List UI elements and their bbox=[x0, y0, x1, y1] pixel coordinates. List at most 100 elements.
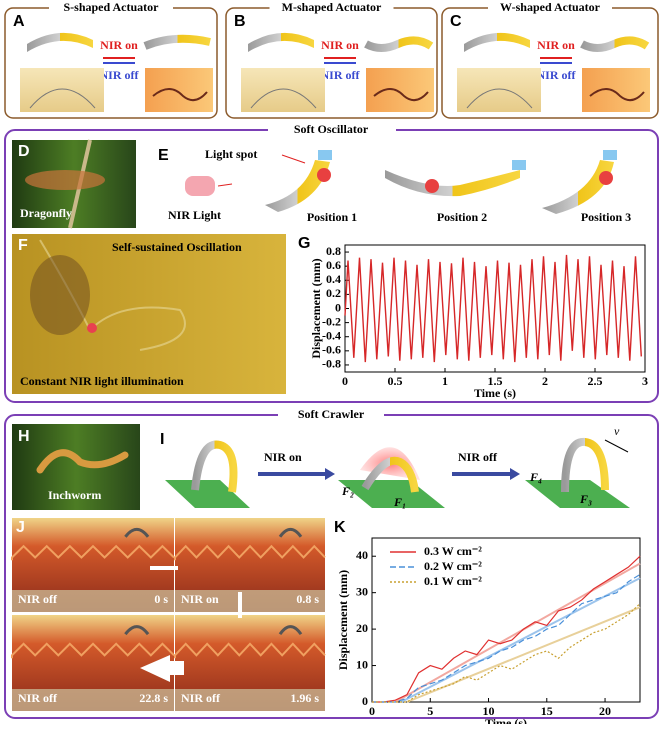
panel-title: W-shaped Actuator bbox=[500, 0, 601, 14]
photo-detail bbox=[278, 625, 303, 636]
section-title: Soft Crawler bbox=[298, 407, 365, 421]
x-axis-label: Time (s) bbox=[485, 716, 527, 724]
data-line bbox=[344, 254, 642, 363]
photo bbox=[457, 68, 541, 112]
y-tick-label: 10 bbox=[356, 657, 368, 671]
section-title: Soft Oscillator bbox=[294, 122, 369, 136]
frame-state: NIR off bbox=[18, 691, 58, 705]
arrow bbox=[170, 661, 184, 675]
y-tick-label: 0 bbox=[335, 300, 341, 314]
panel-label: I bbox=[160, 431, 164, 448]
force-label: F₁ bbox=[393, 495, 406, 509]
fit-line bbox=[394, 562, 641, 703]
photo-caption: Dragonfly bbox=[20, 206, 72, 220]
diagram-label: NIR Light bbox=[168, 208, 221, 222]
panel-label: E bbox=[158, 147, 169, 164]
nir-light bbox=[185, 176, 215, 196]
panel-label: B bbox=[234, 13, 246, 30]
x-tick-label: 2 bbox=[542, 374, 548, 388]
title-bg bbox=[488, 0, 612, 16]
inchworm-photo bbox=[12, 424, 140, 510]
title-bg bbox=[268, 122, 396, 138]
photo bbox=[366, 68, 434, 112]
strip bbox=[542, 160, 614, 214]
position-label: Position 2 bbox=[437, 210, 487, 224]
strip bbox=[248, 32, 314, 52]
y-axis-label: Displacement (mm) bbox=[336, 570, 350, 670]
x-tick-label: 1.5 bbox=[488, 374, 503, 388]
diagram-label: NIR off bbox=[458, 450, 498, 464]
arrow bbox=[217, 183, 233, 187]
strip bbox=[265, 160, 330, 212]
light-spot bbox=[425, 179, 439, 193]
nir-off: NIR off bbox=[537, 68, 577, 82]
photo-detail bbox=[25, 170, 105, 190]
plot-frame bbox=[371, 537, 641, 703]
y-tick-label: -0.8 bbox=[322, 357, 341, 371]
arrow-head bbox=[325, 468, 335, 480]
nir-on: NIR on bbox=[321, 38, 359, 52]
y-tick-label: 20 bbox=[356, 621, 368, 635]
y-tick-label: -0.6 bbox=[322, 343, 341, 357]
panel-label: H bbox=[18, 428, 30, 445]
diagram-label: NIR on bbox=[264, 450, 302, 464]
photo-detail bbox=[152, 88, 208, 102]
panel-label: D bbox=[18, 143, 30, 160]
frame-time: 0 s bbox=[154, 592, 168, 606]
arrow-head bbox=[140, 655, 170, 682]
clamp bbox=[512, 160, 526, 170]
actuator-panels: S-shaped Actuator A NIR on NIR off M-shaped … bbox=[4, 0, 659, 119]
strip bbox=[580, 36, 650, 52]
data-line bbox=[372, 603, 641, 703]
crawl-frames: NIR off 0 s NIR on 0.8 s NIR off 22.8 s NIR of… bbox=[11, 518, 326, 711]
x-tick-label: 0.5 bbox=[388, 374, 403, 388]
data-line bbox=[372, 555, 641, 703]
y-tick-label: -0.4 bbox=[322, 328, 341, 342]
photo-detail bbox=[278, 527, 303, 538]
photo-detail bbox=[466, 88, 533, 109]
photo-detail bbox=[174, 544, 326, 561]
photo bbox=[241, 68, 325, 112]
photo-detail bbox=[87, 323, 97, 333]
title-bg bbox=[278, 407, 384, 423]
photo-detail bbox=[124, 527, 150, 538]
arrow bbox=[281, 154, 306, 164]
position-label: Position 1 bbox=[307, 210, 357, 224]
light-spot bbox=[317, 168, 331, 182]
frame-time: 0.8 s bbox=[296, 592, 319, 606]
x-tick-label: 20 bbox=[599, 704, 611, 718]
panel-title: S-shaped Actuator bbox=[63, 0, 159, 14]
photo-caption: Constant NIR light illumination bbox=[20, 374, 184, 388]
y-tick-label: 0 bbox=[362, 694, 368, 708]
photo-detail bbox=[124, 625, 150, 636]
strip bbox=[27, 32, 93, 52]
nir-on: NIR on bbox=[100, 38, 138, 52]
y-tick-label: 0.6 bbox=[326, 258, 341, 272]
frame-state: NIR off bbox=[18, 592, 58, 606]
pad bbox=[525, 480, 630, 508]
velocity-label: v bbox=[614, 424, 620, 438]
photo-detail bbox=[11, 544, 175, 561]
y-tick-label: 40 bbox=[356, 548, 368, 562]
diagram-label: Light spot bbox=[205, 147, 257, 161]
nir-off: NIR off bbox=[100, 68, 140, 82]
photo-detail bbox=[373, 88, 429, 102]
crawler bbox=[191, 440, 238, 493]
ruler bbox=[175, 590, 325, 612]
clamp bbox=[318, 150, 332, 160]
photo-detail bbox=[589, 88, 645, 102]
strip bbox=[143, 34, 211, 50]
legend-label: 0.2 W cm⁻² bbox=[424, 559, 482, 573]
x-tick-label: 0 bbox=[369, 704, 375, 718]
y-axis-label: Displacement (mm) bbox=[309, 258, 323, 358]
panel-label: F bbox=[18, 237, 28, 254]
photo-detail bbox=[30, 255, 90, 335]
nir-off: NIR off bbox=[321, 68, 361, 82]
x-tick-label: 15 bbox=[541, 704, 553, 718]
x-tick-label: 1 bbox=[442, 374, 448, 388]
frame-state: NIR on bbox=[181, 592, 219, 606]
photo-detail bbox=[250, 88, 317, 109]
panel-label: A bbox=[13, 13, 25, 30]
pad bbox=[165, 480, 250, 508]
